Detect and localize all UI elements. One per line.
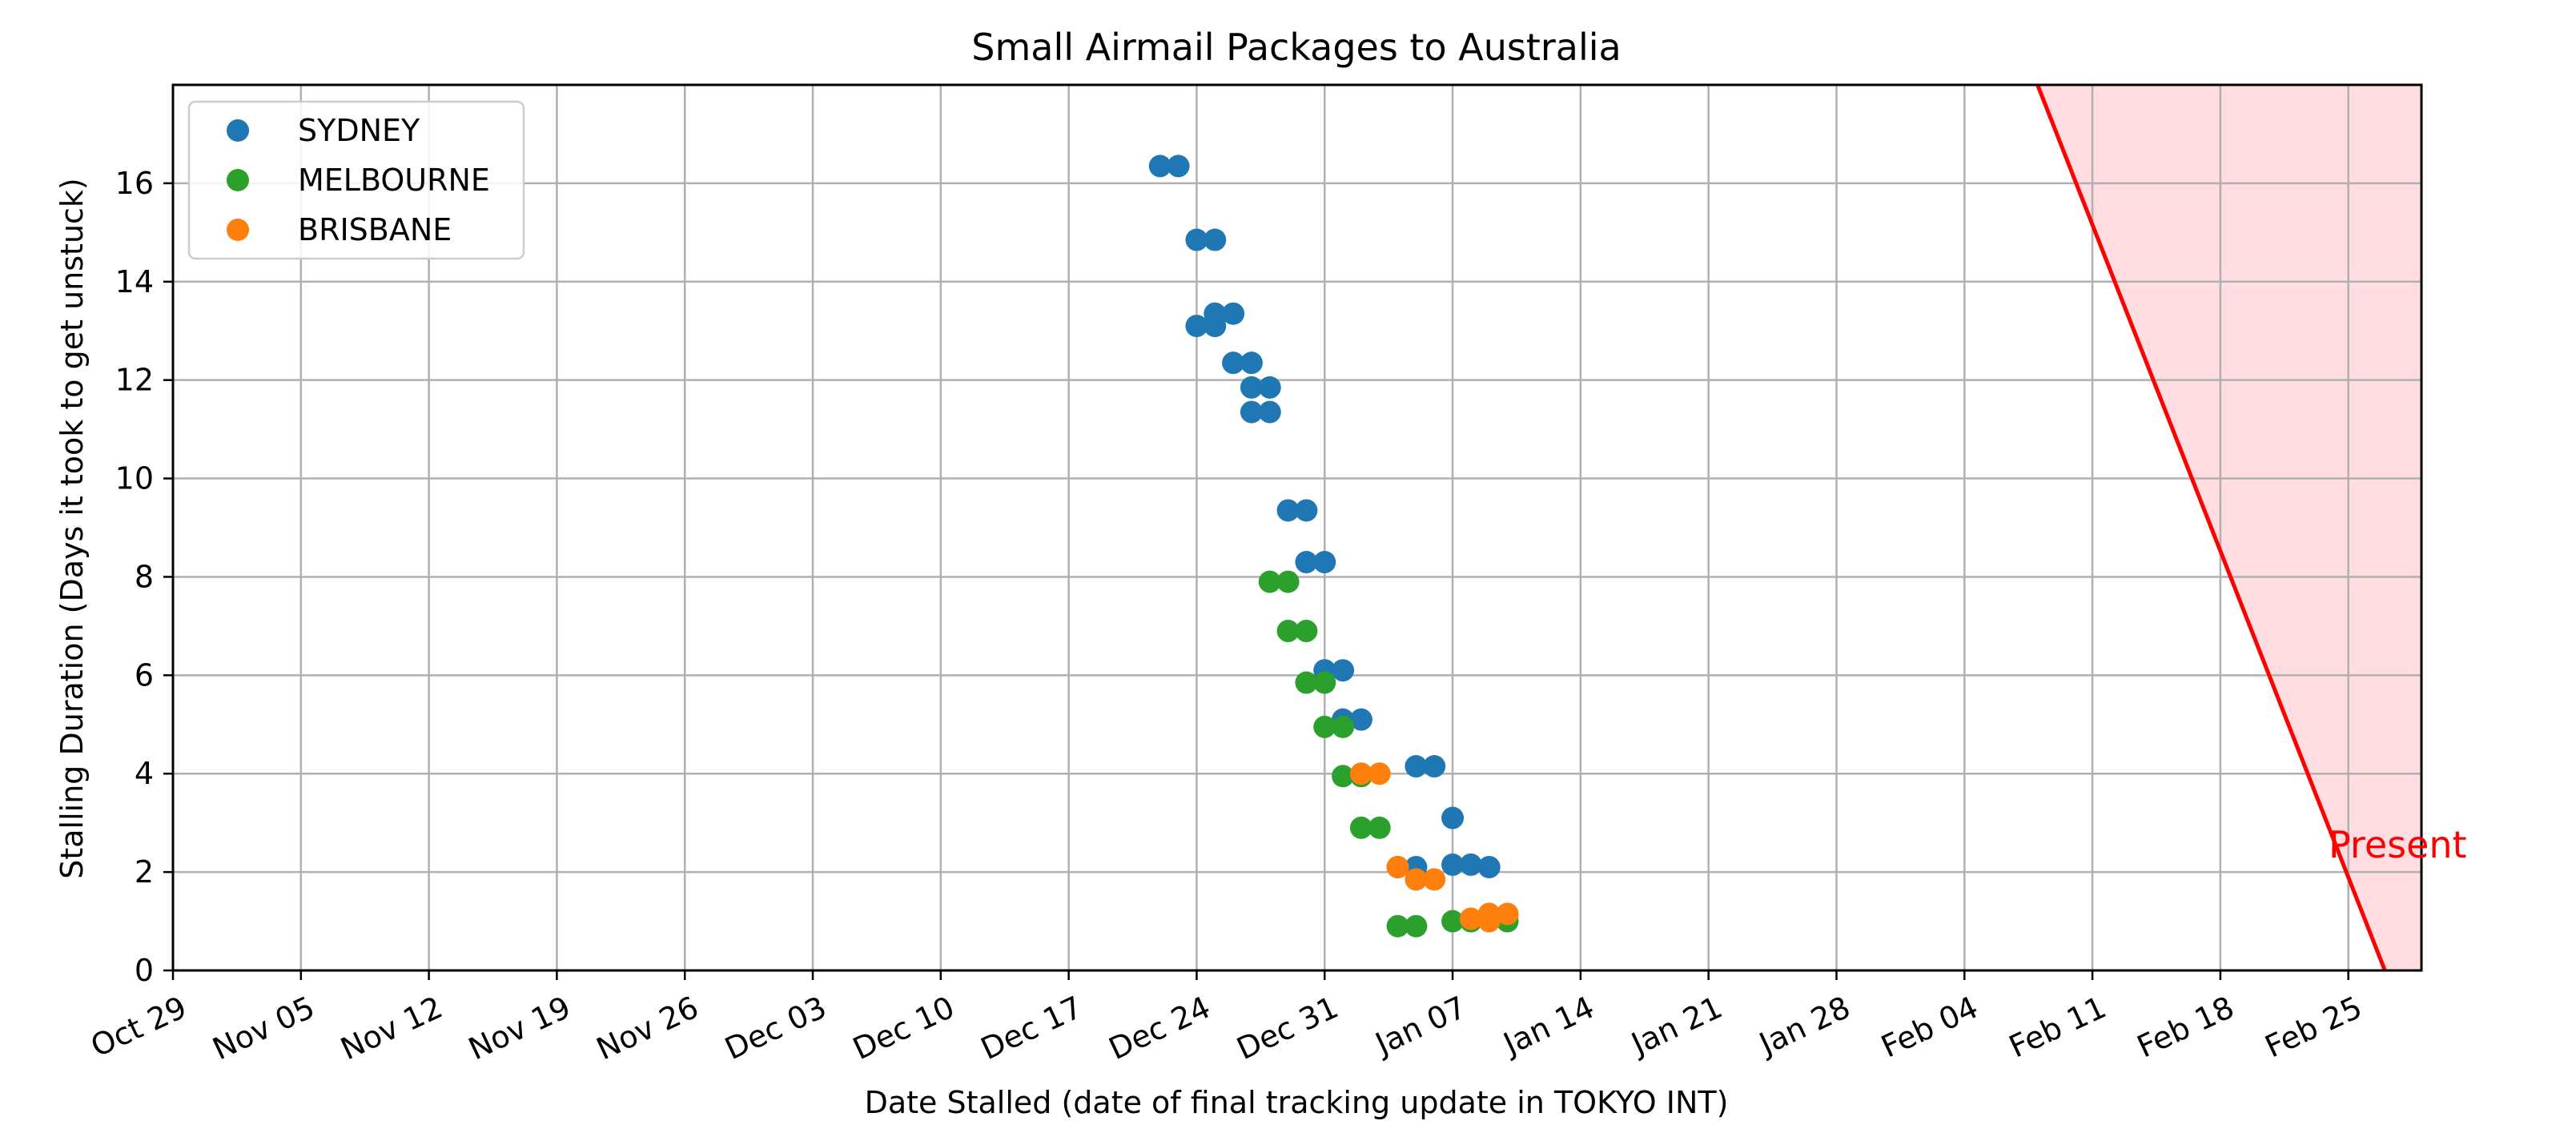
legend-label: SYDNEY [298, 113, 420, 148]
data-point [1258, 570, 1281, 593]
data-point [1185, 228, 1208, 251]
data-point [1295, 499, 1318, 522]
data-point [1258, 400, 1281, 424]
data-point [1459, 853, 1482, 876]
legend-label: BRISBANE [298, 212, 452, 247]
x-tick-label: Jan 07 [1368, 990, 1471, 1063]
data-point [1496, 902, 1519, 926]
axes-frame [171, 83, 2423, 972]
present-line [2035, 85, 2387, 970]
data-point [1148, 155, 1171, 178]
data-point [1441, 806, 1465, 830]
y-tick-label: 6 [135, 657, 154, 693]
x-tick-label: Dec 31 [1232, 990, 1344, 1067]
data-point [1386, 914, 1409, 938]
data-point [1459, 907, 1482, 930]
x-tick-label: Feb 04 [1876, 990, 1983, 1065]
y-tick-label: 2 [135, 854, 154, 890]
y-tick-label: 0 [135, 953, 154, 988]
y-axis-label: Stalling Duration (Days it took to get u… [54, 178, 90, 879]
x-tick-label: Feb 11 [2003, 990, 2111, 1065]
y-tick-label: 16 [115, 166, 154, 201]
data-point [1313, 715, 1336, 738]
data-point [1313, 551, 1336, 574]
data-point [1441, 910, 1465, 933]
x-tick-label: Nov 05 [207, 990, 320, 1067]
data-point [1222, 352, 1245, 375]
data-point [1441, 853, 1465, 876]
y-tick-label: 4 [135, 756, 154, 791]
x-tick-label: Jan 14 [1497, 990, 1599, 1063]
data-point [1423, 868, 1446, 891]
data-point [1349, 816, 1372, 839]
x-axis-label: Date Stalled (date of final tracking upd… [865, 1085, 1729, 1120]
data-point [1222, 302, 1245, 325]
x-tick-label: Nov 12 [336, 990, 448, 1067]
data-point [1349, 708, 1372, 731]
data-point [1405, 868, 1428, 891]
present-line-group [2035, 85, 2387, 970]
data-point [1204, 228, 1227, 251]
data-point [1477, 855, 1501, 878]
x-tick-label: Dec 03 [720, 990, 832, 1067]
data-point [1295, 551, 1318, 574]
data-point [1332, 765, 1355, 788]
data-point [1295, 671, 1318, 694]
legend-marker [227, 219, 249, 241]
data-point [1313, 671, 1336, 694]
data-point [1276, 620, 1300, 643]
data-point [1240, 400, 1263, 424]
data-point [1405, 755, 1428, 778]
x-tick-label: Feb 18 [2132, 990, 2239, 1065]
data-point [1240, 376, 1263, 399]
data-point [1204, 302, 1227, 325]
data-point [1185, 315, 1208, 338]
legend: SYDNEY MELBOURNE BRISBANE [187, 100, 525, 260]
series-brisbane [1349, 762, 1519, 933]
data-point [1386, 855, 1409, 878]
present-shaded-region [2037, 85, 2421, 970]
y-tick-label: 12 [115, 363, 154, 398]
x-tick-label: Dec 24 [1103, 990, 1216, 1067]
x-tick-label: Jan 28 [1753, 990, 1855, 1063]
data-point [1332, 659, 1355, 682]
data-point [1423, 755, 1446, 778]
present-label: Present [2329, 823, 2467, 866]
legend-marker [227, 169, 249, 191]
data-point [1477, 902, 1501, 926]
legend-label: MELBOURNE [298, 163, 490, 198]
y-tick-label: 14 [115, 264, 154, 299]
data-point [1295, 620, 1318, 643]
x-tick-label: Dec 17 [975, 990, 1087, 1067]
x-tick-label: Feb 25 [2260, 990, 2367, 1065]
legend-marker [227, 119, 249, 142]
x-tick-label: Nov 26 [591, 990, 704, 1067]
data-point [1167, 155, 1190, 178]
chart-title: Small Airmail Packages to Australia [971, 26, 1621, 69]
x-tick-label: Nov 19 [463, 990, 576, 1067]
data-point [1276, 499, 1300, 522]
data-point [1276, 570, 1300, 593]
y-tick-label: 10 [115, 461, 154, 496]
data-point [1240, 352, 1263, 375]
plot-area: Oct 29 Nov 05 Nov 12 Nov 19 Nov 26 Dec 03 Dec … [86, 83, 2467, 1067]
plot-background [173, 85, 2421, 970]
data-point [1405, 914, 1428, 938]
x-tick-label: Oct 29 [86, 990, 192, 1064]
x-tick-label: Dec 10 [847, 990, 959, 1067]
data-point [1368, 816, 1391, 839]
data-point [1332, 715, 1355, 738]
data-point [1258, 376, 1281, 399]
x-tick-label: Jan 21 [1625, 990, 1727, 1063]
present-region-group [2037, 85, 2421, 970]
y-tick-label: 8 [135, 559, 154, 594]
legend-box [187, 100, 525, 260]
data-point [1349, 762, 1372, 785]
data-point [1368, 762, 1391, 785]
